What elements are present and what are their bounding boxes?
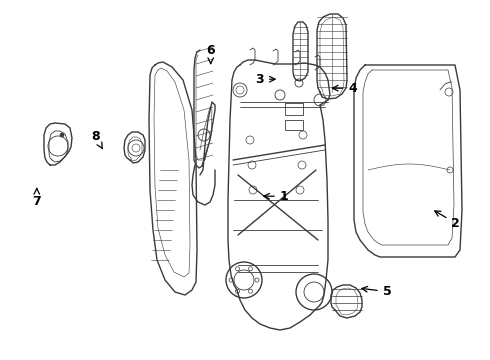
Text: 3: 3 [255, 73, 275, 86]
Text: 6: 6 [206, 44, 215, 63]
Text: 4: 4 [333, 82, 357, 95]
Bar [285, 120, 303, 130]
Text: 8: 8 [91, 130, 102, 149]
Circle shape [60, 133, 64, 137]
Text: 5: 5 [362, 285, 392, 298]
Text: 1: 1 [264, 190, 289, 203]
Bar [285, 103, 303, 115]
Text: 7: 7 [32, 189, 41, 208]
Text: 2: 2 [435, 211, 460, 230]
